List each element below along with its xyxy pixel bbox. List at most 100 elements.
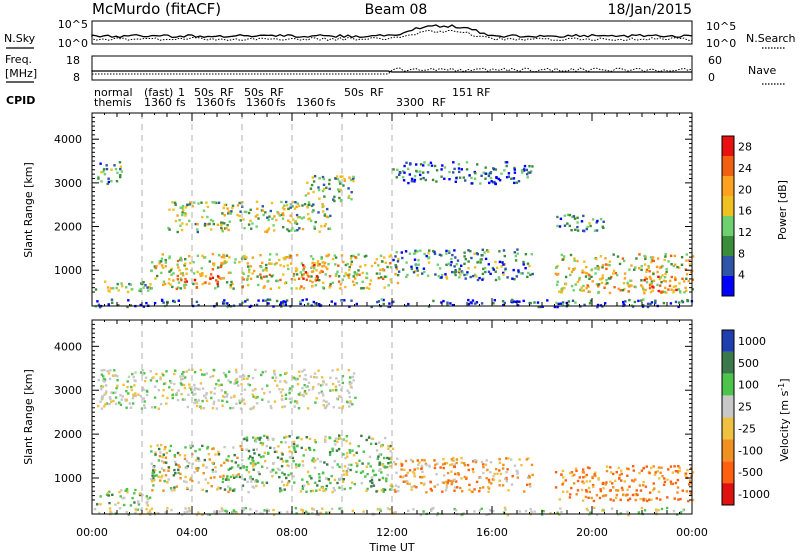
data-cell — [313, 448, 316, 452]
data-cell — [506, 468, 509, 471]
data-cell — [305, 278, 308, 281]
data-cell — [406, 482, 409, 485]
data-cell — [157, 389, 160, 392]
data-cell — [164, 446, 167, 449]
data-cell — [264, 370, 267, 373]
data-cell — [402, 475, 406, 478]
data-cell — [301, 460, 304, 463]
data-cell — [181, 207, 184, 210]
data-cell — [329, 481, 332, 485]
velocity-ylabel: Slant Range [km] — [22, 369, 35, 465]
data-cell — [254, 215, 257, 218]
cpid-row1-151rf: 151 RF — [452, 86, 490, 99]
data-cell — [125, 398, 129, 401]
data-cell — [573, 259, 576, 262]
data-cell — [346, 262, 349, 266]
data-cell — [283, 257, 286, 261]
data-cell — [354, 396, 357, 399]
data-cell — [531, 165, 534, 168]
data-cell — [321, 189, 325, 193]
data-cell — [392, 300, 395, 303]
data-cell — [338, 465, 341, 469]
data-cell — [209, 228, 213, 231]
data-cell — [171, 393, 175, 396]
x-tick-label: 00:00 — [676, 526, 708, 539]
data-cell — [252, 468, 255, 471]
data-cell — [270, 262, 273, 265]
data-cell — [688, 483, 691, 486]
data-cell — [436, 263, 439, 266]
data-cell — [642, 497, 645, 501]
data-cell — [216, 282, 219, 285]
data-cell — [469, 275, 472, 279]
data-cell — [176, 274, 179, 278]
data-cell — [315, 376, 318, 379]
data-cell — [115, 387, 118, 390]
data-cell — [311, 512, 314, 515]
data-cell — [195, 467, 198, 470]
data-cell — [588, 466, 591, 470]
data-cell — [432, 506, 435, 510]
data-cell — [570, 270, 574, 274]
data-cell — [164, 261, 167, 264]
data-cell — [361, 470, 365, 473]
data-cell — [609, 489, 612, 492]
data-cell — [183, 386, 187, 390]
data-cell — [313, 225, 316, 228]
data-cell — [360, 482, 363, 485]
data-cell — [633, 268, 636, 271]
data-cell — [688, 479, 692, 482]
data-cell — [206, 445, 210, 449]
data-cell — [295, 205, 298, 208]
data-cell — [387, 462, 390, 465]
data-cell — [160, 257, 164, 260]
data-cell — [298, 287, 302, 290]
data-cell — [267, 279, 270, 283]
data-cell — [298, 216, 302, 219]
colorbar-cell — [722, 373, 734, 396]
data-cell — [177, 464, 180, 467]
data-cell — [332, 486, 335, 490]
data-cell — [678, 301, 681, 304]
data-cell — [328, 187, 331, 191]
data-cell — [560, 291, 563, 294]
data-cell — [316, 484, 319, 487]
data-cell — [375, 449, 379, 452]
data-cell — [311, 507, 314, 510]
data-cell — [469, 250, 472, 253]
cpid-label: CPID — [6, 94, 35, 107]
data-cell — [131, 496, 134, 500]
data-cell — [358, 273, 361, 276]
data-cell — [151, 261, 154, 264]
data-cell — [455, 177, 458, 180]
data-cell — [240, 383, 243, 386]
data-cell — [173, 455, 177, 458]
data-cell — [503, 506, 507, 509]
data-cell — [345, 273, 349, 276]
data-cell — [181, 204, 185, 208]
data-cell — [219, 277, 222, 280]
data-cell — [263, 509, 266, 512]
data-cell — [297, 407, 301, 410]
data-cell — [375, 490, 378, 493]
data-cell — [326, 267, 329, 271]
data-cell — [395, 251, 398, 254]
data-cell — [167, 469, 170, 472]
data-cell — [184, 507, 187, 510]
data-cell — [531, 272, 534, 276]
data-cell — [345, 439, 348, 443]
data-cell — [160, 476, 163, 479]
data-cell — [608, 291, 612, 295]
data-cell — [109, 397, 112, 401]
data-cell — [581, 271, 584, 274]
data-cell — [639, 489, 643, 492]
noise-panel: N.Sky 10^5 10^0 10^5 10^0 N.Search — [4, 18, 796, 50]
colorbar-tick-label: -500 — [738, 466, 763, 479]
data-cell — [388, 305, 392, 308]
data-cell — [464, 277, 467, 280]
data-cell — [256, 395, 259, 399]
data-cell — [304, 448, 308, 451]
data-cell — [97, 378, 100, 382]
data-cell — [327, 263, 330, 266]
